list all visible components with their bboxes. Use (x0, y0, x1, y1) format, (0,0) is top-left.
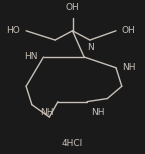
Text: OH: OH (66, 3, 79, 12)
Text: NH: NH (122, 63, 135, 72)
Text: OH: OH (122, 26, 136, 35)
Text: 4HCl: 4HCl (62, 139, 83, 148)
Text: NH: NH (91, 108, 105, 117)
Text: HN: HN (24, 53, 38, 61)
Text: HO: HO (7, 26, 20, 35)
Text: NH: NH (40, 108, 54, 117)
Text: N: N (87, 43, 94, 52)
